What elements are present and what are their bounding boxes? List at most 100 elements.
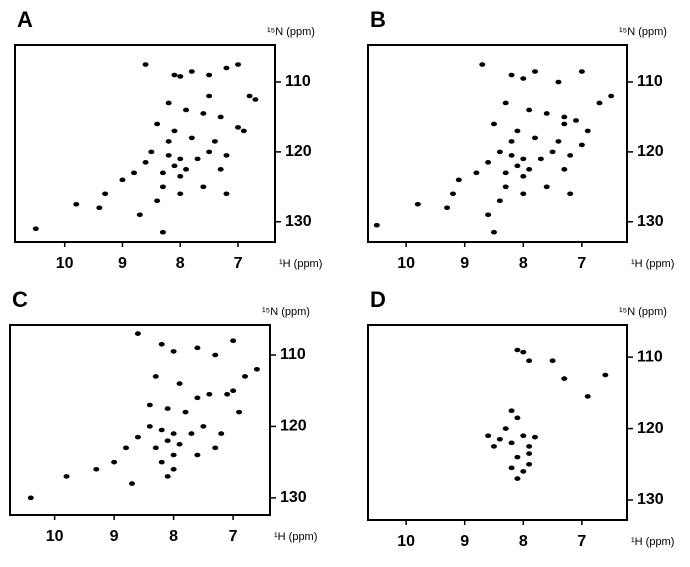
peak	[142, 160, 149, 165]
peak	[514, 415, 521, 421]
x-tick-label: 10	[397, 533, 415, 550]
x-tick-label: 8	[519, 255, 528, 272]
peak	[240, 128, 247, 134]
panel-label: B	[370, 7, 386, 32]
y-tick-label: 110	[285, 73, 311, 90]
peak	[235, 125, 242, 130]
x-tick-label: 8	[519, 533, 528, 550]
peak	[508, 465, 515, 471]
y-tick-label: 130	[280, 489, 307, 506]
peak	[136, 212, 143, 218]
peak	[32, 226, 39, 232]
peak	[526, 451, 533, 456]
x-tick-label: 8	[169, 528, 178, 545]
peak	[520, 76, 527, 81]
peak	[252, 97, 259, 102]
peak	[520, 433, 527, 439]
y-tick-label: 130	[285, 213, 312, 230]
x-axis-label: ¹H (ppm)	[631, 258, 674, 270]
y-tick-label: 120	[637, 420, 664, 437]
peak	[584, 128, 591, 134]
peak	[154, 198, 161, 204]
peak	[102, 191, 109, 197]
y-tick-label: 130	[637, 491, 664, 508]
panel-label: D	[370, 287, 386, 312]
peak	[608, 93, 615, 99]
peak	[485, 212, 492, 218]
peak	[159, 229, 166, 235]
peak	[148, 149, 155, 155]
peak	[555, 139, 562, 144]
peak	[194, 345, 201, 351]
peak	[165, 153, 172, 158]
peak	[508, 153, 515, 158]
y-tick-label: 120	[285, 143, 312, 160]
peak	[212, 352, 219, 358]
peak	[543, 184, 550, 190]
peak	[119, 177, 126, 183]
peak	[485, 160, 492, 165]
peak	[490, 121, 497, 127]
y-tick-label: 120	[637, 143, 664, 160]
peak	[206, 149, 213, 155]
peak	[508, 139, 515, 144]
y-axis-label: ¹⁵N (ppm)	[267, 26, 315, 38]
peak	[223, 65, 230, 71]
x-axis-label: ¹H (ppm)	[279, 258, 322, 270]
peak	[242, 374, 249, 379]
peak	[514, 128, 521, 134]
peak	[206, 72, 213, 78]
x-tick-label: 9	[118, 255, 127, 272]
peak	[177, 74, 184, 79]
peak	[206, 93, 213, 99]
peak	[473, 170, 480, 176]
peak	[171, 72, 178, 78]
peak	[549, 149, 556, 155]
peak	[520, 174, 527, 179]
peak	[236, 409, 243, 415]
peak	[496, 436, 503, 442]
peak	[142, 62, 149, 67]
peak	[218, 431, 225, 436]
peak	[485, 433, 492, 439]
x-tick-label: 10	[397, 255, 415, 272]
peak	[230, 388, 237, 394]
peak	[224, 391, 231, 397]
x-tick-label: 9	[110, 528, 119, 545]
peak	[573, 118, 580, 123]
peak	[532, 135, 539, 141]
peak	[230, 338, 237, 344]
peak	[526, 167, 533, 172]
peak	[177, 191, 184, 197]
y-tick-label: 110	[280, 346, 306, 363]
peak	[217, 114, 224, 120]
peak	[596, 100, 603, 106]
peak	[165, 139, 172, 144]
peak	[165, 100, 172, 106]
peak	[514, 454, 521, 460]
peak	[63, 474, 70, 479]
peak	[159, 184, 166, 190]
peak	[496, 149, 503, 155]
peak	[111, 459, 118, 465]
peak	[217, 167, 224, 172]
peak	[508, 72, 515, 78]
y-axis-label: ¹⁵N (ppm)	[262, 306, 310, 318]
peak	[200, 184, 207, 190]
peak	[188, 69, 195, 74]
peak	[526, 444, 533, 449]
y-axis-label: ¹⁵N (ppm)	[619, 306, 667, 318]
peak	[561, 376, 568, 381]
peak	[520, 349, 527, 355]
peak	[449, 191, 456, 197]
peak	[223, 191, 230, 197]
x-tick-label: 8	[176, 255, 185, 272]
peak	[177, 174, 184, 179]
peak	[134, 331, 141, 336]
peak	[526, 107, 533, 113]
peak	[93, 466, 100, 472]
peak	[235, 62, 242, 67]
peak	[158, 459, 165, 465]
peak	[502, 426, 509, 431]
peak	[211, 139, 218, 144]
